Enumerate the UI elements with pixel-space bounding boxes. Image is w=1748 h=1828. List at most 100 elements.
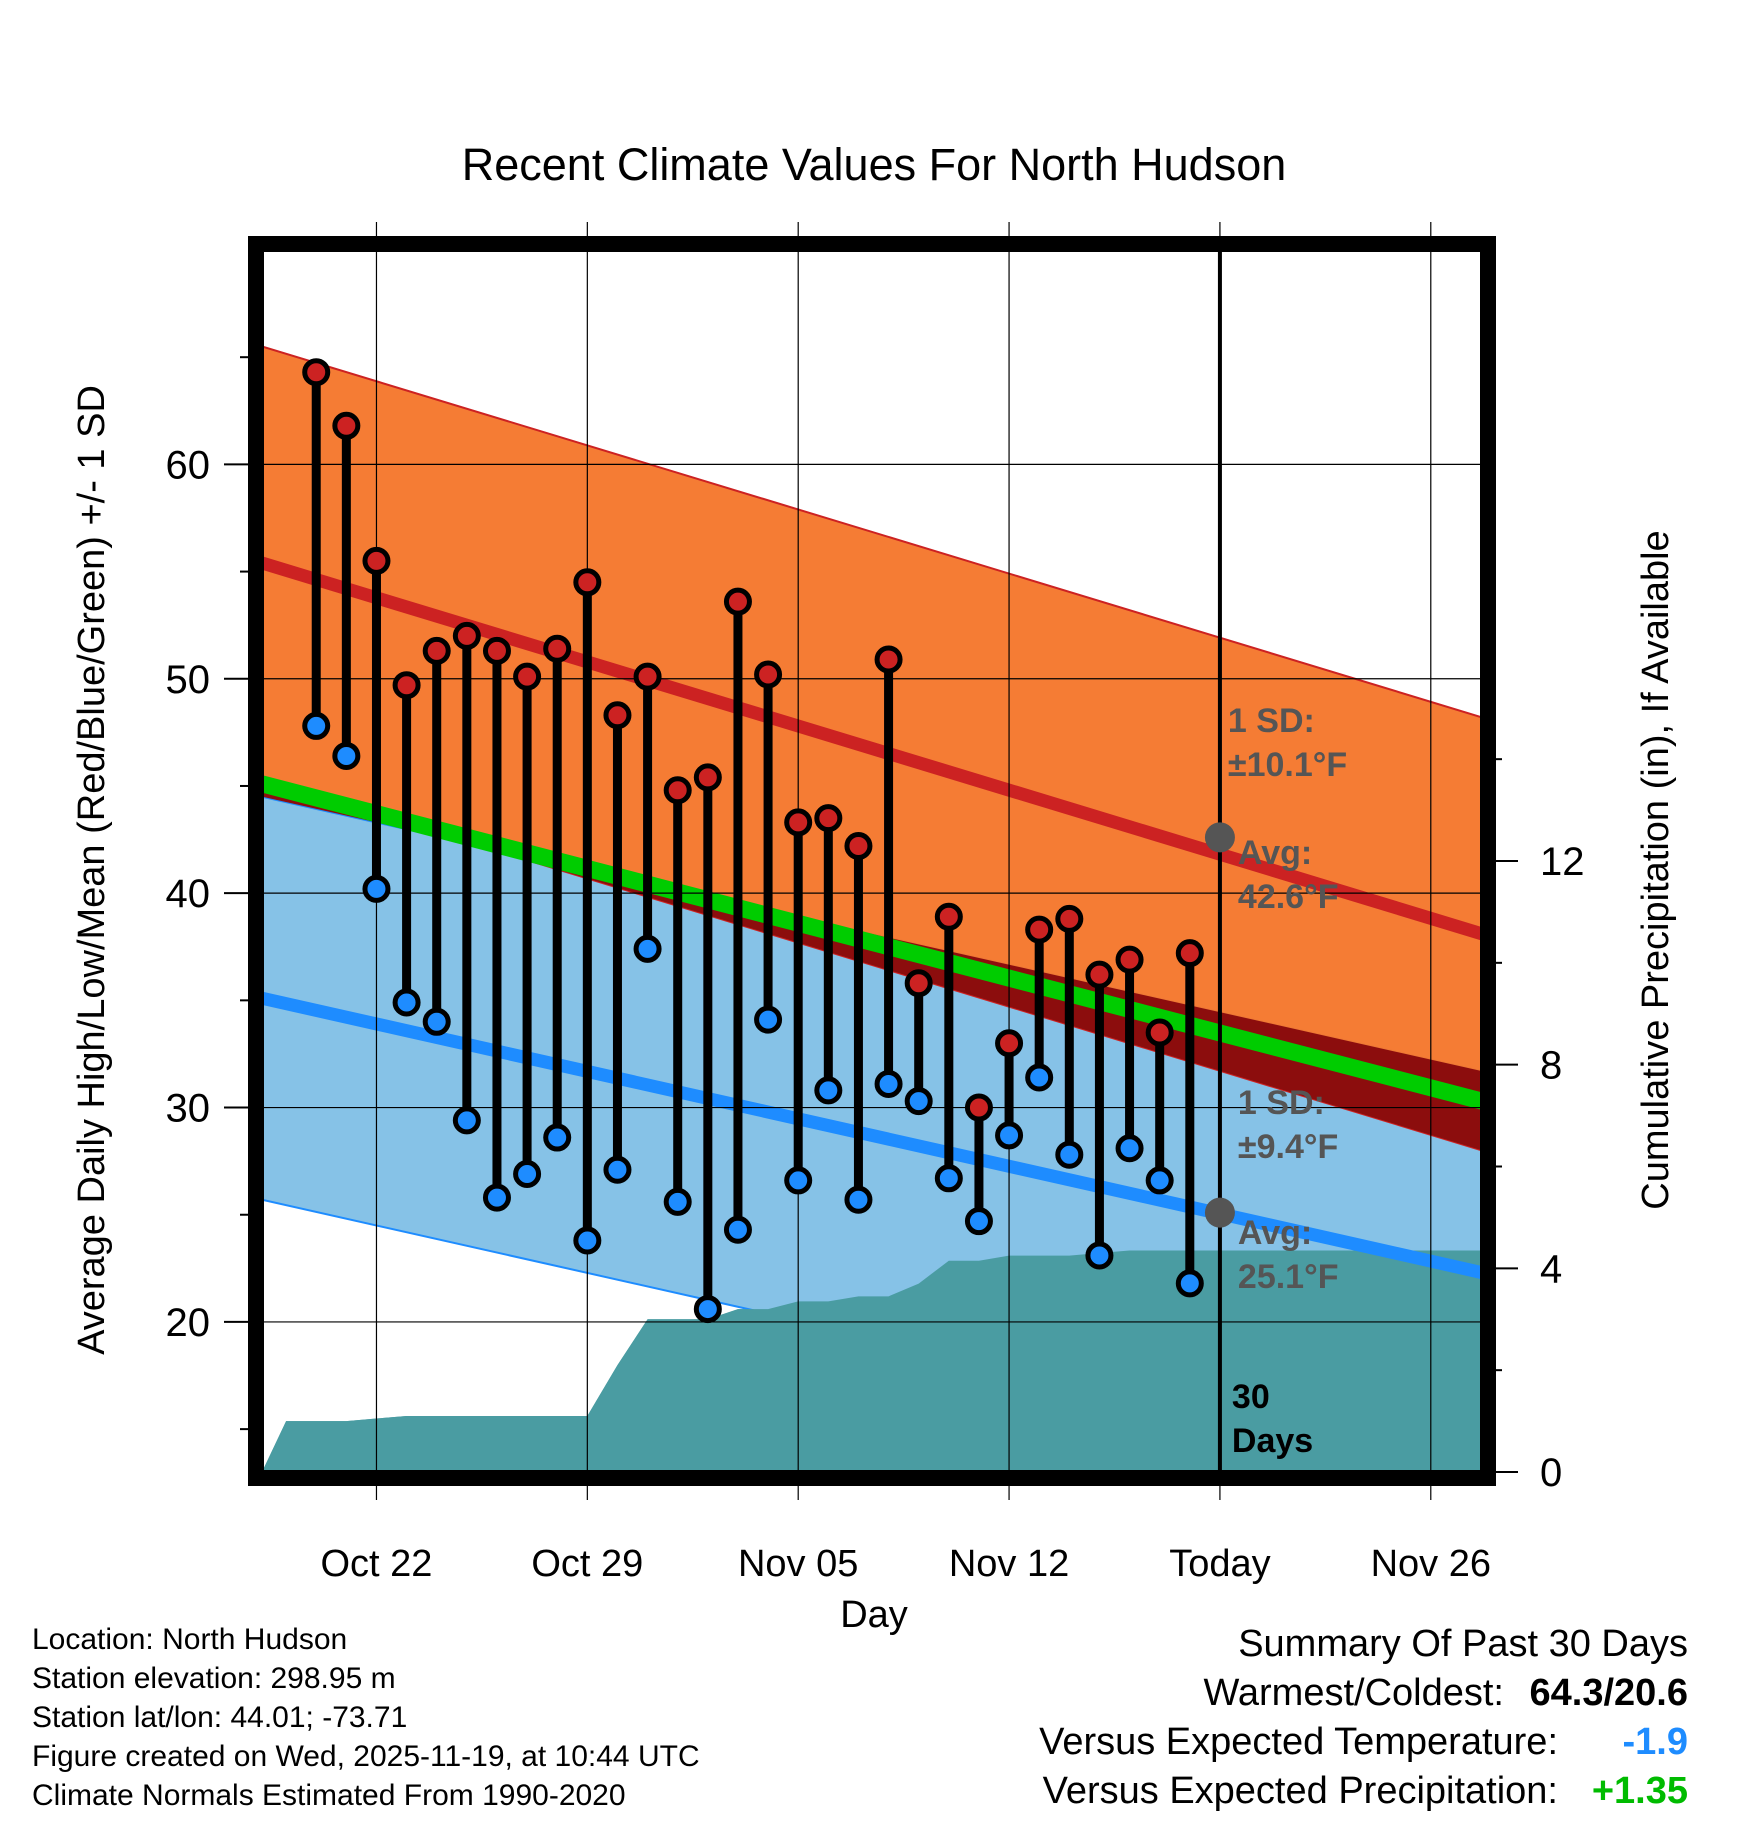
today-low-avg-marker: [1204, 1197, 1235, 1228]
daily-low-point: [482, 1183, 511, 1212]
daily-low-point: [784, 1166, 813, 1195]
chart-title: Recent Climate Values For North Hudson: [462, 139, 1287, 190]
daily-high-point: [302, 358, 331, 387]
daily-low-point: [362, 874, 391, 903]
summary-panel: Summary Of Past 30 Days Warmest/Coldest:…: [1039, 1620, 1688, 1816]
daily-high-point: [543, 634, 572, 663]
y2-tick-label: 4: [1540, 1247, 1562, 1291]
daily-low-point: [513, 1160, 542, 1189]
daily-low-point: [814, 1076, 843, 1105]
daily-low-point: [573, 1226, 602, 1255]
x-tick-label: Oct 29: [531, 1543, 643, 1585]
today-high-avg-marker: [1204, 822, 1235, 853]
daily-low-point: [1025, 1063, 1054, 1092]
y-tick-label: 20: [166, 1301, 211, 1345]
daily-low-point: [1115, 1134, 1144, 1163]
daily-high-point: [392, 671, 421, 700]
daily-low-point: [1055, 1140, 1084, 1169]
low-sd-label: 1 SD:: [1238, 1084, 1325, 1122]
y-tick-label: 30: [166, 1087, 211, 1131]
temp-label: Versus Expected Temperature:: [1039, 1721, 1558, 1763]
daily-low-point: [1085, 1241, 1114, 1270]
y2-tick-label: 12: [1540, 840, 1585, 884]
high-sd-label: 1 SD:: [1228, 702, 1315, 740]
daily-high-point: [874, 645, 903, 674]
x-tick-label: Oct 22: [320, 1543, 432, 1585]
daily-low-point: [934, 1164, 963, 1193]
elevation-text: Station elevation: 298.95 m: [32, 1662, 396, 1695]
band-overlap: [262, 779, 1482, 1151]
daily-high-point: [723, 587, 752, 616]
daily-low-point: [874, 1069, 903, 1098]
daily-high-point: [482, 636, 511, 665]
y-axis-label: Average Daily High/Low/Mean (Red/Blue/Gr…: [71, 385, 113, 1355]
warm-cold-value: 64.3/20.6: [1529, 1672, 1688, 1714]
created-text: Figure created on Wed, 2025-11-19, at 10…: [32, 1740, 700, 1773]
daily-high-point: [452, 621, 481, 650]
daily-high-point: [332, 411, 361, 440]
x-tick-label: Nov 12: [949, 1543, 1069, 1585]
daily-high-point: [1055, 904, 1084, 933]
daily-low-point: [332, 741, 361, 770]
y-tick-label: 60: [166, 443, 211, 487]
daily-low-point: [422, 1007, 451, 1036]
location-text: Location: North Hudson: [32, 1623, 348, 1656]
days-count-label: 30: [1232, 1378, 1270, 1416]
y2-tick-label: 0: [1540, 1451, 1562, 1495]
days-word-label: Days: [1232, 1422, 1313, 1460]
low-sd-value: ±9.4°F: [1238, 1128, 1338, 1166]
high-sd-value: ±10.1°F: [1228, 746, 1347, 784]
daily-high-point: [663, 776, 692, 805]
daily-low-point: [603, 1155, 632, 1184]
daily-high-point: [1115, 945, 1144, 974]
daily-low-point: [543, 1123, 572, 1152]
x-tick-label: Nov 26: [1371, 1543, 1491, 1585]
warm-cold-label: Warmest/Coldest:: [1203, 1672, 1504, 1714]
daily-high-point: [603, 701, 632, 730]
daily-high-point: [1025, 915, 1054, 944]
precip-area-front: [262, 1250, 1482, 1472]
x-tick-label: Nov 05: [738, 1543, 858, 1585]
daily-high-point: [934, 902, 963, 931]
summary-title: Summary Of Past 30 Days: [1238, 1623, 1688, 1665]
daily-high-point: [633, 662, 662, 691]
daily-low-point: [723, 1215, 752, 1244]
daily-high-point: [1085, 960, 1114, 989]
daily-low-point: [1175, 1269, 1204, 1298]
low-avg-value: 25.1°F: [1238, 1258, 1339, 1296]
high-avg-value: 42.6°F: [1238, 878, 1339, 916]
daily-low-point: [663, 1187, 692, 1216]
daily-low-point: [754, 1005, 783, 1034]
daily-high-point: [1175, 939, 1204, 968]
daily-high-point: [693, 763, 722, 792]
daily-low-point: [995, 1121, 1024, 1150]
summary-warm-cold-row: Warmest/Coldest: 64.3/20.6: [1039, 1669, 1688, 1718]
high-avg-label: Avg:: [1238, 834, 1312, 872]
daily-low-point: [452, 1106, 481, 1135]
temp-value: -1.9: [1622, 1721, 1688, 1763]
daily-high-point: [844, 831, 873, 860]
daily-high-point: [964, 1093, 993, 1122]
y2-axis-label: Cumulative Precipitation (in), If Availa…: [1635, 530, 1677, 1209]
summary-precip-row: Versus Expected Precipitation: +1.35: [1039, 1767, 1688, 1816]
daily-high-point: [362, 546, 391, 575]
station-info: Location: North Hudson Station elevation…: [32, 1620, 700, 1815]
daily-low-point: [964, 1207, 993, 1236]
low-avg-label: Avg:: [1238, 1214, 1312, 1252]
daily-high-point: [904, 969, 933, 998]
daily-high-point: [814, 804, 843, 833]
daily-high-point: [1145, 1018, 1174, 1047]
x-axis-label: Day: [840, 1594, 908, 1636]
daily-high-point: [513, 662, 542, 691]
precip-value: +1.35: [1591, 1770, 1688, 1812]
x-tick-label: Today: [1169, 1543, 1270, 1585]
latlon-text: Station lat/lon: 44.01; -73.71: [32, 1701, 408, 1734]
daily-high-point: [784, 808, 813, 837]
daily-low-point: [302, 711, 331, 740]
y-tick-label: 40: [166, 872, 211, 916]
daily-low-point: [392, 988, 421, 1017]
daily-high-point: [422, 636, 451, 665]
daily-high-point: [573, 568, 602, 597]
daily-low-point: [904, 1087, 933, 1116]
precip-label: Versus Expected Precipitation:: [1042, 1770, 1558, 1812]
